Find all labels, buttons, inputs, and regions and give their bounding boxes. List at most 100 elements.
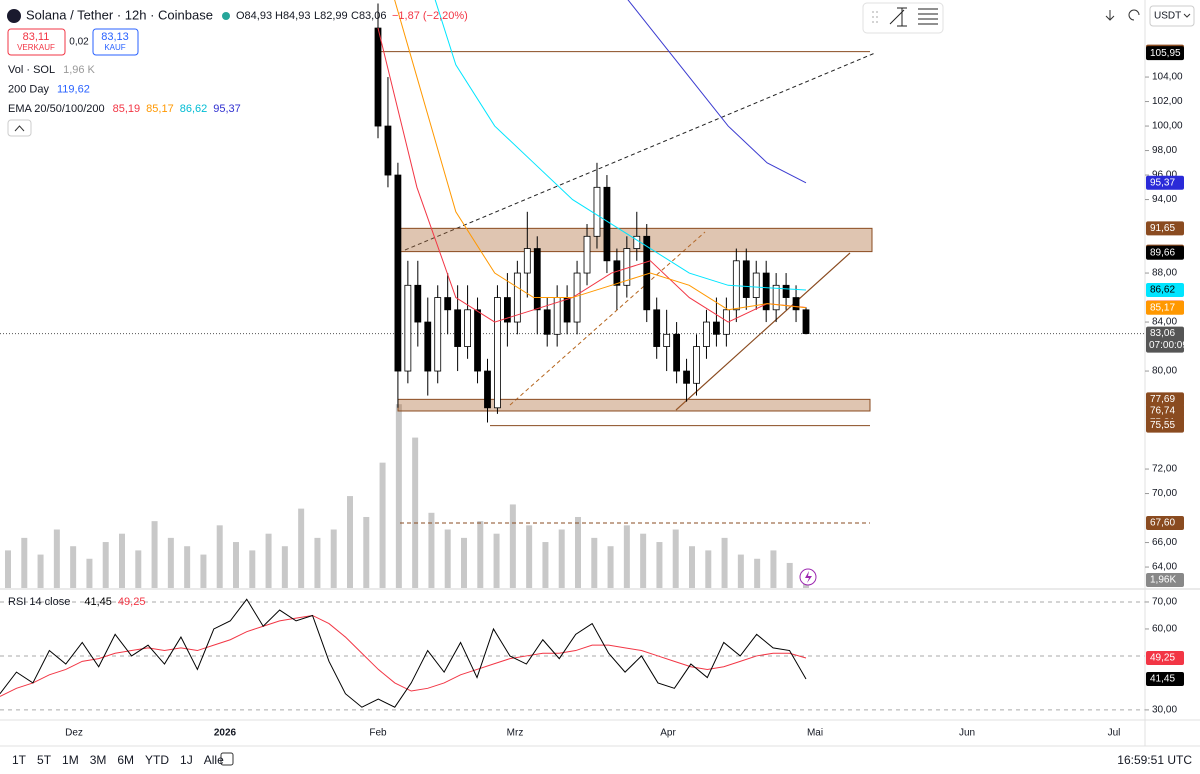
price-tag	[1146, 403, 1184, 418]
rsi-legend-value: 41,45	[84, 596, 112, 608]
volume-bar	[53, 529, 60, 588]
candle-body	[494, 297, 501, 409]
volume-bar	[656, 542, 663, 588]
buy-button[interactable]	[92, 28, 139, 56]
volume-bar	[200, 554, 207, 588]
candle-body	[722, 309, 730, 335]
y-tick-label: 64,00	[1152, 562, 1177, 573]
range-button[interactable]: 6M	[117, 753, 134, 767]
buy-label: KAUF	[104, 43, 125, 52]
candle-body	[503, 297, 511, 323]
volume-tag	[1146, 573, 1184, 587]
volume-bar	[770, 550, 777, 588]
calendar-icon[interactable]	[220, 752, 234, 766]
candle-body	[474, 309, 481, 372]
x-tick-label: Mai	[807, 728, 823, 739]
legend-label: 200 Day	[8, 83, 49, 95]
y-tick-label: 88,00	[1152, 268, 1177, 279]
ema-line	[377, 27, 807, 323]
price-tag	[1146, 418, 1184, 433]
candle-body	[563, 297, 571, 323]
volume-bar	[249, 550, 256, 588]
y-tick-label: 84,00	[1152, 317, 1177, 328]
price-tag-label: 76,74	[1150, 406, 1175, 417]
y-tick-label: 102,00	[1152, 96, 1183, 107]
price-tag-label: 86,62	[1150, 285, 1175, 296]
candle-body	[583, 235, 591, 274]
candle-body	[693, 346, 700, 384]
legend-value: 95,37	[213, 103, 241, 115]
rsi-pane	[0, 598, 1145, 711]
candle-body	[742, 260, 750, 298]
volume-bar	[444, 529, 451, 588]
currency-select[interactable]	[1149, 5, 1195, 27]
volume-bar	[119, 533, 125, 588]
ema-line	[434, 0, 807, 291]
candle-body	[792, 297, 800, 311]
volume-bar	[37, 554, 44, 588]
range-button[interactable]: YTD	[145, 753, 169, 767]
x-tick-label: 2026	[214, 728, 237, 739]
candle-body	[663, 333, 671, 347]
legend-value: 85,19	[113, 103, 141, 115]
volume-bar	[461, 537, 467, 588]
volume-bar	[5, 550, 11, 588]
grip-icon	[872, 11, 878, 23]
volume-bar	[672, 529, 679, 588]
range-button[interactable]: 1T	[12, 753, 27, 767]
sell-button[interactable]	[7, 28, 66, 56]
volume-bar	[347, 496, 353, 588]
volume-bar	[640, 533, 647, 588]
fib-tool[interactable]	[918, 8, 938, 25]
x-tick-label: Feb	[369, 728, 387, 739]
download-icon[interactable]	[1105, 10, 1115, 21]
volume-bar	[689, 546, 695, 588]
volume-bar	[216, 525, 223, 588]
collapse-button[interactable]	[7, 119, 32, 137]
candle-body	[424, 321, 432, 372]
candle-body	[454, 309, 462, 347]
range-button[interactable]: 3M	[90, 753, 107, 767]
volume-bar	[558, 529, 565, 588]
range-button[interactable]: 5T	[37, 753, 52, 767]
x-tick-label: Jun	[959, 728, 975, 739]
volume-bar	[102, 542, 109, 588]
symbol[interactable]: Solana / Tether · 12h · Coinbase	[26, 7, 213, 22]
sell-price: 83,11	[23, 31, 50, 43]
candle-body	[434, 297, 442, 372]
rsi-tag-label: 41,45	[1150, 674, 1175, 685]
range-button[interactable]: 1J	[180, 753, 193, 767]
volume-bar	[607, 546, 614, 588]
volume-bar	[167, 537, 174, 588]
volume-bar	[314, 537, 321, 588]
candle-body	[802, 309, 810, 334]
volume-bar	[395, 404, 402, 588]
price-tag	[1146, 175, 1184, 190]
y-tick-label: 100,00	[1152, 121, 1183, 132]
volume-bar	[509, 504, 516, 588]
candle-body	[673, 333, 681, 372]
clock: 16:59:51 UTC	[1117, 753, 1192, 767]
candle-body	[762, 272, 770, 311]
y-tick-label: 80,00	[1152, 366, 1177, 377]
candle-body	[683, 370, 690, 384]
volume-bar	[754, 558, 761, 588]
volume-bar	[135, 550, 142, 588]
candle-body	[653, 309, 661, 347]
volume-bar	[412, 437, 419, 588]
measure-tool[interactable]	[889, 7, 907, 27]
price-tag	[1146, 515, 1184, 530]
y-tick-label: 104,00	[1152, 72, 1183, 83]
currency: USDT	[1154, 11, 1181, 22]
candle-body	[394, 174, 402, 372]
range-button[interactable]: 1M	[62, 753, 79, 767]
range-button[interactable]: Alle	[204, 753, 224, 767]
x-tick-label: Jul	[1108, 728, 1121, 739]
price-tag-label: 105,95	[1150, 48, 1181, 59]
countdown: 07:00:09	[1149, 340, 1188, 351]
refresh-icon[interactable]	[1128, 9, 1140, 21]
volume-bar	[477, 521, 484, 588]
drawing-toolbar	[862, 2, 944, 34]
y-tick-label: 60,00	[1152, 624, 1177, 635]
